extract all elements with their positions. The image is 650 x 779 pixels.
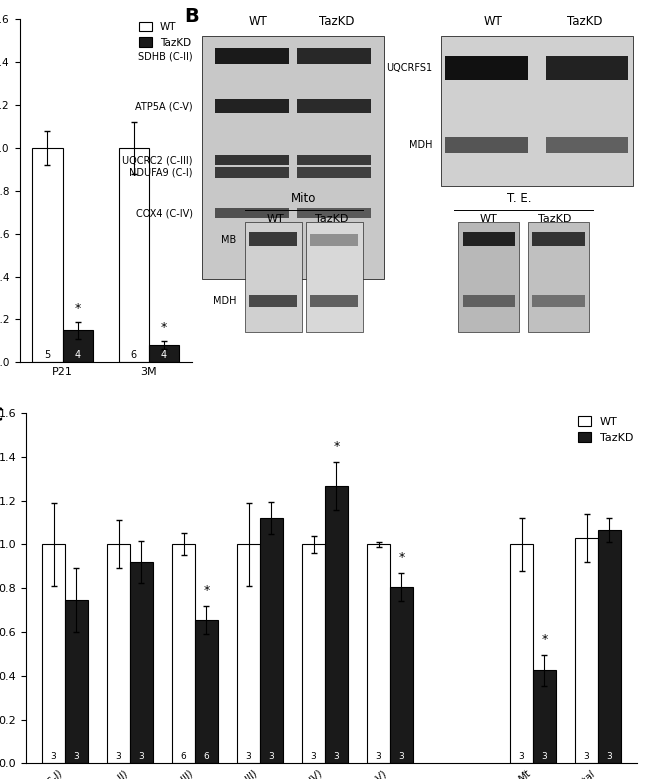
Text: 3: 3 [584, 753, 590, 761]
FancyBboxPatch shape [297, 48, 371, 64]
FancyBboxPatch shape [214, 48, 289, 64]
FancyBboxPatch shape [202, 36, 384, 279]
Text: WT: WT [266, 214, 285, 224]
Bar [130, 562, 153, 763]
FancyBboxPatch shape [445, 137, 528, 153]
Text: 4: 4 [161, 350, 167, 360]
Text: TazKD: TazKD [318, 15, 354, 28]
FancyBboxPatch shape [214, 208, 289, 218]
FancyBboxPatch shape [545, 56, 629, 80]
Text: COX4 (C-IV): COX4 (C-IV) [136, 208, 193, 218]
Text: UQCRFS1: UQCRFS1 [386, 63, 432, 73]
Text: *: * [541, 633, 547, 647]
Bar [42, 545, 65, 763]
Bar [172, 545, 195, 763]
Bar [575, 538, 598, 763]
FancyBboxPatch shape [445, 56, 528, 80]
Bar [533, 670, 556, 763]
Text: WT: WT [484, 15, 502, 28]
Text: *: * [161, 322, 167, 334]
FancyBboxPatch shape [214, 99, 289, 113]
FancyBboxPatch shape [297, 167, 371, 178]
Text: C: C [0, 406, 4, 425]
Text: 3: 3 [519, 753, 525, 761]
Legend: WT, TazKD: WT, TazKD [573, 411, 638, 447]
Text: *: * [203, 584, 209, 597]
Text: 5: 5 [44, 350, 51, 360]
Bar [32, 148, 62, 362]
FancyBboxPatch shape [306, 222, 363, 332]
Text: 6: 6 [131, 350, 136, 360]
Bar [325, 486, 348, 763]
Bar [65, 600, 88, 763]
FancyBboxPatch shape [297, 155, 371, 165]
Text: SDHB (C-II): SDHB (C-II) [138, 51, 193, 61]
Text: Mito: Mito [291, 192, 317, 205]
Bar [195, 620, 218, 763]
Text: WT: WT [249, 15, 268, 28]
Text: 3: 3 [116, 753, 122, 761]
FancyBboxPatch shape [463, 232, 515, 246]
FancyBboxPatch shape [297, 99, 371, 113]
Text: WT: WT [480, 214, 498, 224]
Bar [149, 345, 179, 362]
Text: 3: 3 [246, 753, 252, 761]
Text: *: * [75, 302, 81, 315]
FancyBboxPatch shape [214, 155, 289, 165]
FancyBboxPatch shape [545, 137, 629, 153]
Bar [118, 148, 149, 362]
Text: 3: 3 [541, 753, 547, 761]
Legend: WT, TazKD: WT, TazKD [135, 18, 195, 52]
Text: 3: 3 [138, 753, 144, 761]
Bar [260, 518, 283, 763]
Bar [367, 545, 390, 763]
Text: 3: 3 [606, 753, 612, 761]
Text: NDUFA9 (C-I): NDUFA9 (C-I) [129, 167, 193, 178]
FancyBboxPatch shape [441, 36, 632, 185]
Text: 3: 3 [333, 753, 339, 761]
Text: *: * [333, 440, 339, 453]
Text: TazKD: TazKD [567, 15, 603, 28]
Text: *: * [398, 551, 404, 564]
Bar [390, 587, 413, 763]
Bar [598, 530, 621, 763]
FancyBboxPatch shape [311, 234, 358, 246]
FancyBboxPatch shape [532, 295, 585, 307]
FancyBboxPatch shape [245, 222, 302, 332]
FancyBboxPatch shape [250, 295, 297, 307]
Text: 6: 6 [203, 753, 209, 761]
Text: MB: MB [221, 234, 237, 245]
Text: T. E.: T. E. [507, 192, 532, 205]
Text: 3: 3 [311, 753, 317, 761]
FancyBboxPatch shape [250, 232, 297, 246]
Text: B: B [184, 8, 199, 26]
FancyBboxPatch shape [214, 167, 289, 178]
Text: 3: 3 [51, 753, 57, 761]
Text: ATP5A (C-V): ATP5A (C-V) [135, 102, 193, 111]
Text: 3: 3 [268, 753, 274, 761]
Text: 3: 3 [398, 753, 404, 761]
FancyBboxPatch shape [458, 222, 519, 332]
Text: TazKD: TazKD [538, 214, 571, 224]
Text: 6: 6 [181, 753, 187, 761]
FancyBboxPatch shape [463, 295, 515, 307]
Bar [237, 545, 260, 763]
FancyBboxPatch shape [311, 295, 358, 307]
Text: 3: 3 [73, 753, 79, 761]
Text: 4: 4 [75, 350, 81, 360]
Bar [62, 330, 93, 362]
Bar [510, 545, 533, 763]
FancyBboxPatch shape [532, 232, 585, 246]
Text: 3: 3 [376, 753, 382, 761]
Text: UQCRC2 (C-III): UQCRC2 (C-III) [122, 155, 193, 165]
Text: MDH: MDH [213, 296, 237, 306]
FancyBboxPatch shape [297, 208, 371, 218]
Text: MDH: MDH [409, 140, 432, 150]
Bar [107, 545, 130, 763]
Text: TazKD: TazKD [315, 214, 349, 224]
Bar [302, 545, 325, 763]
FancyBboxPatch shape [528, 222, 589, 332]
